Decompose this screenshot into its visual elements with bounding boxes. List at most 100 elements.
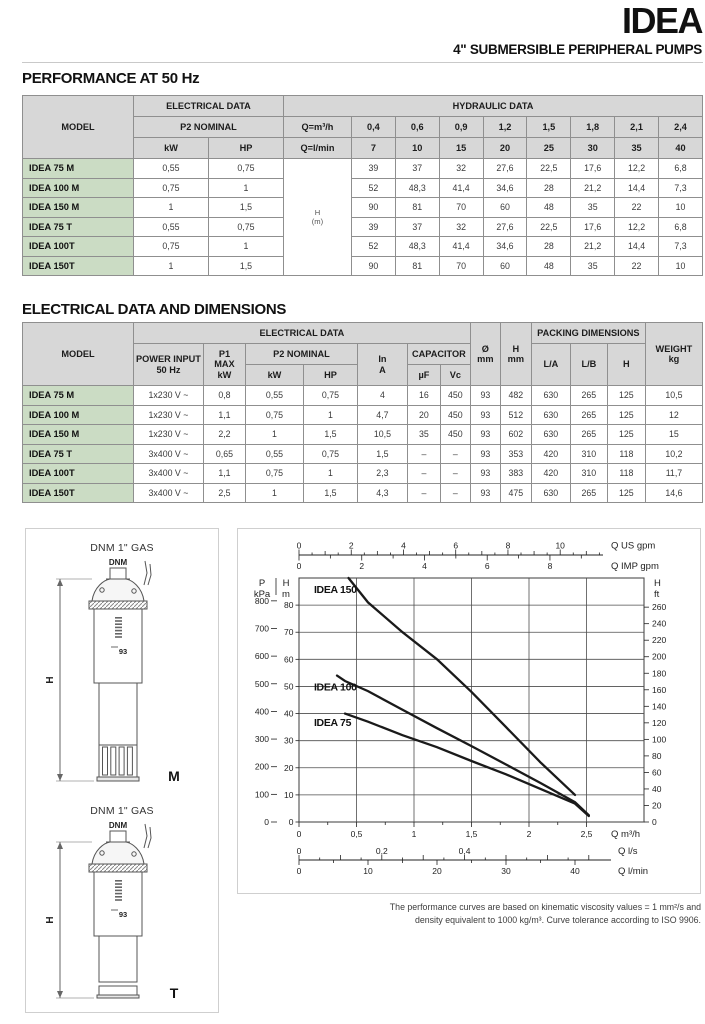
flow-header-cell: 15 — [438, 137, 484, 159]
pump-t-title: DNM 1" GAS — [90, 805, 154, 817]
model-cell: IDEA 75 T — [22, 443, 134, 464]
value-cell: 265 — [569, 424, 608, 445]
value-cell: 1,5 — [302, 424, 358, 445]
flow-header-cell: 1,2 — [482, 116, 528, 138]
value-cell: 93 — [469, 482, 501, 503]
value-cell: 475 — [499, 482, 532, 503]
col-header-in-a: In A — [356, 343, 408, 386]
svg-text:10: 10 — [284, 790, 294, 800]
svg-text:160: 160 — [652, 685, 666, 695]
col-header-p1-max: P1 MAX kW — [202, 343, 246, 386]
performance-row: IDEA 150T 1 1,5 90 81 70 60 48 35 22 10 — [22, 255, 704, 276]
svg-text:2: 2 — [527, 829, 532, 839]
performance-heading: PERFORMANCE AT 50 Hz — [22, 70, 200, 87]
electrical-row: IDEA 150T 3x400 V ~2,5 1 1,5 4,3– –93 475 630 26… — [22, 482, 704, 503]
curve-idea-100 — [335, 674, 590, 817]
flow-header-cell: 25 — [526, 137, 572, 159]
value-cell: 1,5 — [207, 255, 284, 276]
col-header-diameter: Ø mm — [469, 322, 501, 386]
svg-text:200: 200 — [652, 652, 666, 662]
value-cell: 630 — [530, 385, 571, 406]
electrical-heading: ELECTRICAL DATA AND DIMENSIONS — [22, 301, 287, 318]
value-cell: 420 — [530, 443, 571, 464]
svg-text:0: 0 — [264, 817, 269, 827]
value-cell: 1 — [302, 463, 358, 484]
model-cell: IDEA 150 M — [22, 197, 134, 218]
curve-idea-75 — [343, 712, 590, 818]
group-header-capacitor: CAPACITOR — [406, 343, 471, 365]
value-cell: 0,75 — [302, 443, 358, 464]
value-cell: – — [439, 463, 471, 484]
header-p2-nominal: P2 NOMINAL — [244, 343, 358, 365]
svg-text:0: 0 — [297, 561, 302, 571]
value-cell: 41,4 — [438, 177, 484, 198]
value-cell: 32 — [438, 158, 484, 179]
performance-row: IDEA 100 M 0,75 1 52 48,3 41,4 34,6 28 21,2 14,4 7… — [22, 177, 704, 198]
value-cell: 12,2 — [614, 158, 659, 179]
value-cell: 1 — [244, 482, 304, 503]
svg-text:H: H — [45, 676, 56, 683]
svg-text:6: 6 — [485, 561, 490, 571]
group-header-electrical: ELECTRICAL DATA — [132, 95, 284, 117]
flow-header-cell: 0,9 — [438, 116, 484, 138]
value-cell: 118 — [606, 443, 646, 464]
col-header-power-input: POWER INPUT 50 Hz — [132, 343, 204, 386]
svg-text:DNM: DNM — [109, 558, 128, 567]
svg-text:1,5: 1,5 — [466, 829, 478, 839]
h-m-unit-cell: H (m) — [282, 158, 352, 276]
value-cell: 3x400 V ~ — [132, 463, 204, 484]
svg-text:10: 10 — [363, 866, 373, 876]
value-cell: 15 — [644, 424, 704, 445]
value-cell: 32 — [438, 216, 484, 237]
performance-row: IDEA 100T 0,75 1 52 48,3 41,4 34,6 28 21,2 14,4 7,… — [22, 236, 704, 257]
svg-text:1: 1 — [412, 829, 417, 839]
value-cell: 93 — [469, 404, 501, 425]
svg-text:0,4: 0,4 — [459, 846, 471, 856]
model-cell: IDEA 75 M — [22, 385, 134, 406]
svg-text:2,5: 2,5 — [581, 829, 593, 839]
svg-text:80: 80 — [652, 751, 662, 761]
svg-text:2: 2 — [349, 541, 354, 551]
svg-text:93: 93 — [119, 910, 127, 919]
value-cell: 1x230 V ~ — [132, 424, 204, 445]
value-cell: 11,7 — [644, 463, 704, 484]
svg-text:8: 8 — [506, 541, 511, 551]
value-cell: 1,1 — [202, 404, 246, 425]
value-cell: 383 — [499, 463, 532, 484]
value-cell: 34,6 — [482, 177, 528, 198]
svg-text:Q l/s: Q l/s — [618, 846, 638, 857]
value-cell: 22 — [614, 197, 659, 218]
group-header-electrical: ELECTRICAL DATA — [132, 322, 471, 344]
value-cell: 48 — [526, 255, 572, 276]
model-cell: IDEA 100 M — [22, 177, 134, 198]
flow-header-cell: 2,4 — [657, 116, 704, 138]
value-cell: 52 — [350, 177, 396, 198]
value-cell: 310 — [569, 443, 608, 464]
value-cell: 450 — [439, 404, 471, 425]
value-cell: 48,3 — [394, 236, 440, 257]
value-cell: 16 — [406, 385, 441, 406]
value-cell: 450 — [439, 424, 471, 445]
value-cell: 35 — [406, 424, 441, 445]
value-cell: 35 — [570, 255, 616, 276]
value-cell: 81 — [394, 197, 440, 218]
value-cell: 420 — [530, 463, 571, 484]
pump-m-title: DNM 1" GAS — [90, 542, 154, 554]
svg-text:20: 20 — [432, 866, 442, 876]
value-cell: 52 — [350, 236, 396, 257]
value-cell: 0,65 — [202, 443, 246, 464]
value-cell: 2,2 — [202, 424, 246, 445]
value-cell: 14,6 — [644, 482, 704, 503]
value-cell: 0,55 — [244, 443, 304, 464]
value-cell: 22,5 — [526, 158, 572, 179]
value-cell: – — [439, 443, 471, 464]
performance-row: IDEA 75 T 0,55 0,75 39 37 32 27,6 22,5 17,6 12,2 6… — [22, 216, 704, 237]
value-cell: 10 — [657, 197, 704, 218]
svg-text:6: 6 — [453, 541, 458, 551]
group-header-packing: PACKING DIMENSIONS — [530, 322, 646, 344]
svg-text:80: 80 — [284, 600, 294, 610]
value-cell: – — [406, 443, 441, 464]
pump-drawings-panel: DNM 1" GAS DNM 93 H M DNM 1" GAS DNM 93 H T — [25, 528, 219, 1013]
svg-text:60: 60 — [284, 654, 294, 664]
